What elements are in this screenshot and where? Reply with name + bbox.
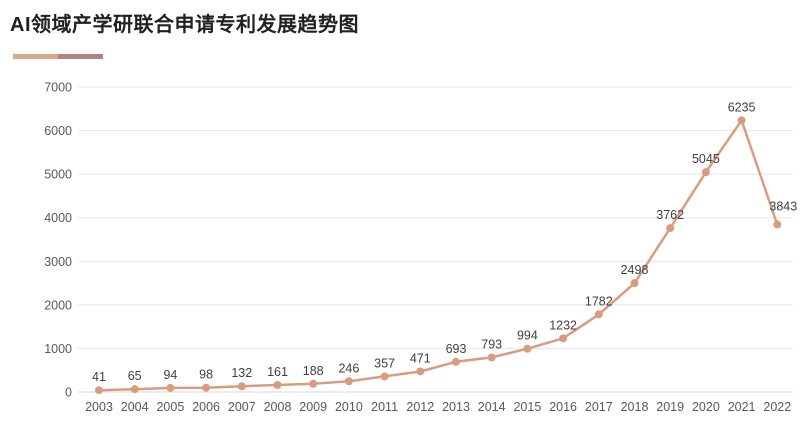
data-point <box>166 383 175 392</box>
data-point <box>773 220 782 229</box>
data-point-label: 65 <box>128 369 142 383</box>
data-point <box>487 353 496 362</box>
data-point <box>344 377 353 386</box>
data-point <box>237 382 246 391</box>
data-point-label: 5045 <box>692 152 720 166</box>
data-point <box>273 380 282 389</box>
data-point <box>309 379 318 388</box>
data-point-label: 246 <box>338 361 359 375</box>
x-tick-label: 2020 <box>692 400 720 414</box>
data-point <box>95 386 103 395</box>
data-point-label: 161 <box>267 365 288 379</box>
data-point <box>380 372 389 381</box>
y-tick-label: 3000 <box>44 255 72 269</box>
legend <box>13 54 103 59</box>
chart-title: AI领域产学研联合申请专利发展趋势图 <box>10 14 359 36</box>
data-point-label: 793 <box>481 337 502 351</box>
x-tick-label: 2017 <box>585 400 613 414</box>
legend-line-light-segment <box>13 54 58 59</box>
data-point <box>737 116 746 125</box>
x-tick-label: 2006 <box>192 400 220 414</box>
data-point-label: 94 <box>163 368 177 382</box>
data-point-label: 1232 <box>549 318 577 332</box>
data-point <box>559 334 568 343</box>
data-point-label: 3843 <box>769 200 797 214</box>
data-point-label: 188 <box>303 364 324 378</box>
data-point <box>452 357 460 366</box>
data-point-label: 41 <box>92 370 106 384</box>
x-tick-label: 2015 <box>513 400 541 414</box>
data-point <box>666 224 675 233</box>
y-tick-label: 7000 <box>44 81 72 95</box>
x-tick-label: 2005 <box>156 400 184 414</box>
y-tick-label: 2000 <box>44 298 72 312</box>
x-tick-label: 2022 <box>763 400 791 414</box>
trend-line <box>97 119 779 392</box>
data-point <box>701 168 710 177</box>
data-point <box>130 385 139 394</box>
y-tick-label: 4000 <box>44 211 72 225</box>
x-tick-label: 2003 <box>85 400 113 414</box>
data-point <box>594 310 603 319</box>
y-tick-label: 1000 <box>44 342 72 356</box>
data-point-label: 1782 <box>585 294 613 308</box>
x-tick-label: 2007 <box>228 400 256 414</box>
x-tick-label: 2019 <box>656 400 684 414</box>
data-point-label: 132 <box>231 366 252 380</box>
x-tick-label: 2008 <box>264 400 292 414</box>
data-point-label: 357 <box>374 356 395 370</box>
data-point-label: 994 <box>517 329 538 343</box>
data-point <box>630 279 639 288</box>
x-tick-label: 2011 <box>371 400 398 414</box>
data-point <box>202 383 211 392</box>
x-tick-label: 2016 <box>549 400 577 414</box>
y-tick-label: 0 <box>65 386 72 400</box>
x-tick-label: 2014 <box>478 400 506 414</box>
x-tick-label: 2018 <box>621 400 649 414</box>
data-point-label: 693 <box>446 342 467 356</box>
y-tick-label: 6000 <box>44 124 72 138</box>
y-tick-label: 5000 <box>44 168 72 182</box>
x-tick-label: 2004 <box>121 400 149 414</box>
legend-line-dark-segment <box>58 54 103 59</box>
data-point-label: 2498 <box>621 263 649 277</box>
data-point <box>523 344 532 353</box>
data-point <box>416 367 425 376</box>
x-tick-label: 2012 <box>406 400 434 414</box>
x-tick-label: 2010 <box>335 400 363 414</box>
data-point-label: 98 <box>199 368 213 382</box>
x-tick-label: 2009 <box>299 400 327 414</box>
data-point-label: 6235 <box>728 100 756 114</box>
data-point-label: 3762 <box>656 208 684 222</box>
x-tick-label: 2013 <box>442 400 470 414</box>
data-point-label: 471 <box>410 351 431 365</box>
x-tick-label: 2021 <box>728 400 756 414</box>
